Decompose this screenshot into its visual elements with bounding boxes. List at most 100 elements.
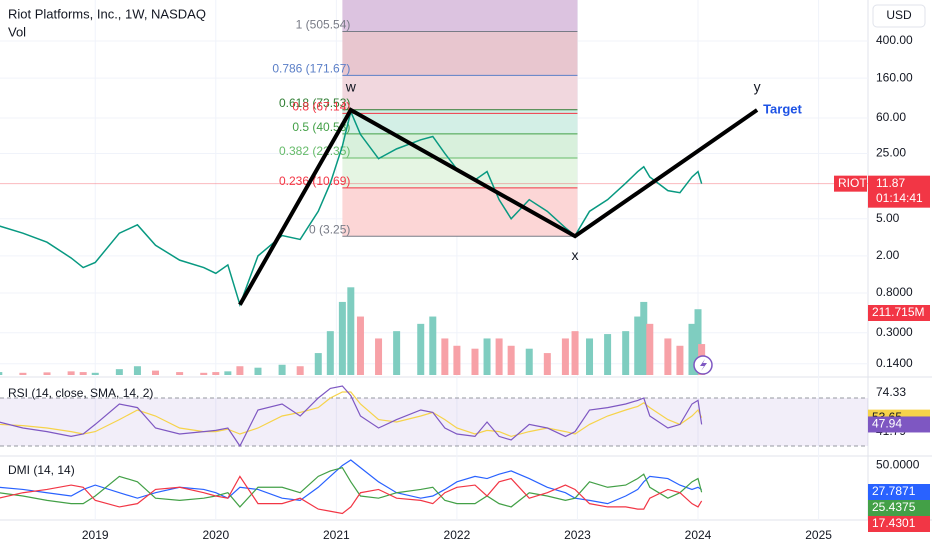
volume-bar bbox=[314, 353, 322, 375]
last-volume-box bbox=[868, 305, 930, 321]
volume-bar bbox=[471, 348, 479, 375]
dmi-value-box bbox=[868, 500, 930, 516]
volume-bar bbox=[296, 366, 304, 375]
volume-bar bbox=[224, 371, 232, 375]
wave-label: y bbox=[754, 79, 761, 95]
fib-label: 0 (3.25) bbox=[309, 222, 350, 236]
volume-bar bbox=[586, 338, 594, 375]
volume-bar bbox=[19, 372, 27, 375]
volume-bar bbox=[0, 372, 3, 375]
volume-title: Vol bbox=[8, 24, 26, 39]
volume-bar bbox=[43, 372, 51, 375]
last-price: 11.87 bbox=[876, 176, 905, 190]
volume-bar bbox=[622, 331, 630, 375]
rsi-value-box bbox=[868, 416, 930, 433]
volume-bar bbox=[152, 370, 160, 375]
y-tick-label: 2.00 bbox=[876, 248, 900, 262]
y-tick-label: 5.00 bbox=[876, 211, 900, 225]
volume-bar bbox=[646, 323, 654, 375]
fib-band bbox=[342, 31, 578, 76]
volume-bar bbox=[453, 345, 461, 375]
countdown: 01:14:41 bbox=[876, 191, 923, 205]
overlay: Riot Platforms, Inc., 1W, NASDAQ Vol USD… bbox=[8, 4, 926, 477]
dmi-value: 27.7871 bbox=[872, 484, 916, 498]
y-tick-label: 25.00 bbox=[876, 146, 906, 160]
volume-bar bbox=[634, 316, 642, 375]
volume-bar bbox=[664, 338, 672, 375]
volume-bar bbox=[561, 338, 569, 375]
dmi-line bbox=[0, 475, 703, 515]
dmi-tick-label: 50.0000 bbox=[876, 458, 920, 472]
volume-bar bbox=[543, 353, 551, 375]
wave-line bbox=[238, 107, 759, 306]
volume-bar bbox=[441, 338, 449, 375]
volume-bar bbox=[115, 369, 123, 375]
volume-bar bbox=[67, 371, 75, 375]
x-tick-label: 2019 bbox=[82, 528, 109, 542]
dmi-value-box bbox=[868, 516, 930, 532]
rsi-value: 47.94 bbox=[872, 417, 902, 431]
volume-bar bbox=[91, 372, 99, 375]
price-box bbox=[868, 175, 930, 208]
volume-bar bbox=[571, 331, 579, 375]
volume-bar bbox=[495, 338, 503, 375]
fib-band bbox=[342, 133, 578, 159]
fib-label: 0.8 (67.14) bbox=[292, 100, 350, 114]
symbol-box bbox=[834, 175, 867, 192]
fib-label: 1 (505.54) bbox=[296, 18, 351, 32]
y-tick-label: 60.00 bbox=[876, 110, 906, 124]
volume-bar bbox=[326, 331, 334, 375]
lightning-glyph bbox=[700, 359, 707, 371]
volume-bar bbox=[212, 372, 220, 375]
dmi-value: 17.4301 bbox=[872, 516, 916, 530]
target-label: Target bbox=[763, 101, 802, 116]
x-tick-label: 2024 bbox=[685, 528, 712, 542]
volume-bar bbox=[254, 367, 262, 375]
wave-label: w bbox=[345, 79, 357, 95]
volume-bar bbox=[236, 366, 244, 375]
currency[interactable]: USD bbox=[886, 8, 912, 22]
volume-bar bbox=[483, 338, 491, 375]
dmi-title: DMI (14, 14) bbox=[8, 463, 75, 477]
volume-bar bbox=[338, 301, 346, 375]
volume-bar bbox=[133, 366, 141, 375]
dmi-value: 25.4375 bbox=[872, 500, 916, 514]
x-tick-label: 2025 bbox=[805, 528, 832, 542]
fib-label: 0.618 (73.53) bbox=[279, 96, 350, 110]
fib-label: 0.786 (171.67) bbox=[272, 61, 350, 75]
volume-bar bbox=[688, 323, 696, 375]
volume-bar bbox=[200, 372, 208, 375]
dmi-value-box bbox=[868, 484, 930, 500]
price-series bbox=[0, 109, 703, 308]
y-tick-label: 0.3000 bbox=[876, 325, 913, 339]
volume-bar bbox=[375, 338, 383, 375]
dmi-line bbox=[0, 466, 703, 508]
y-tick-label: 0.1400 bbox=[876, 356, 913, 370]
fib-band bbox=[342, 113, 578, 134]
y-tick-label: 400.00 bbox=[876, 33, 913, 47]
volume-bar bbox=[525, 348, 533, 375]
volume-bar bbox=[356, 316, 364, 375]
y-tick-label: 160.00 bbox=[876, 70, 913, 84]
fib-band bbox=[342, 109, 578, 114]
rsi-tick-label: 74.33 bbox=[876, 385, 906, 399]
currency-box[interactable] bbox=[872, 4, 926, 28]
volume-bar bbox=[694, 309, 702, 375]
x-tick-label: 2023 bbox=[564, 528, 591, 542]
fib-label: 0.382 (22.35) bbox=[279, 144, 350, 158]
x-tick-label: 2022 bbox=[444, 528, 471, 542]
rsi-ma bbox=[0, 391, 703, 438]
volume-bar bbox=[507, 345, 515, 375]
fib-band bbox=[342, 187, 578, 237]
volume-bar bbox=[417, 323, 425, 375]
volume-bar bbox=[429, 316, 437, 375]
wave-label: x bbox=[572, 247, 579, 263]
fib-band bbox=[342, 75, 578, 110]
y-tick-label: 0.8000 bbox=[876, 285, 913, 299]
volume-bar bbox=[79, 372, 87, 375]
x-tick-label: 2020 bbox=[202, 528, 229, 542]
volume-bar bbox=[347, 287, 355, 375]
rsi-title: RSI (14, close, SMA, 14, 2) bbox=[8, 386, 153, 400]
